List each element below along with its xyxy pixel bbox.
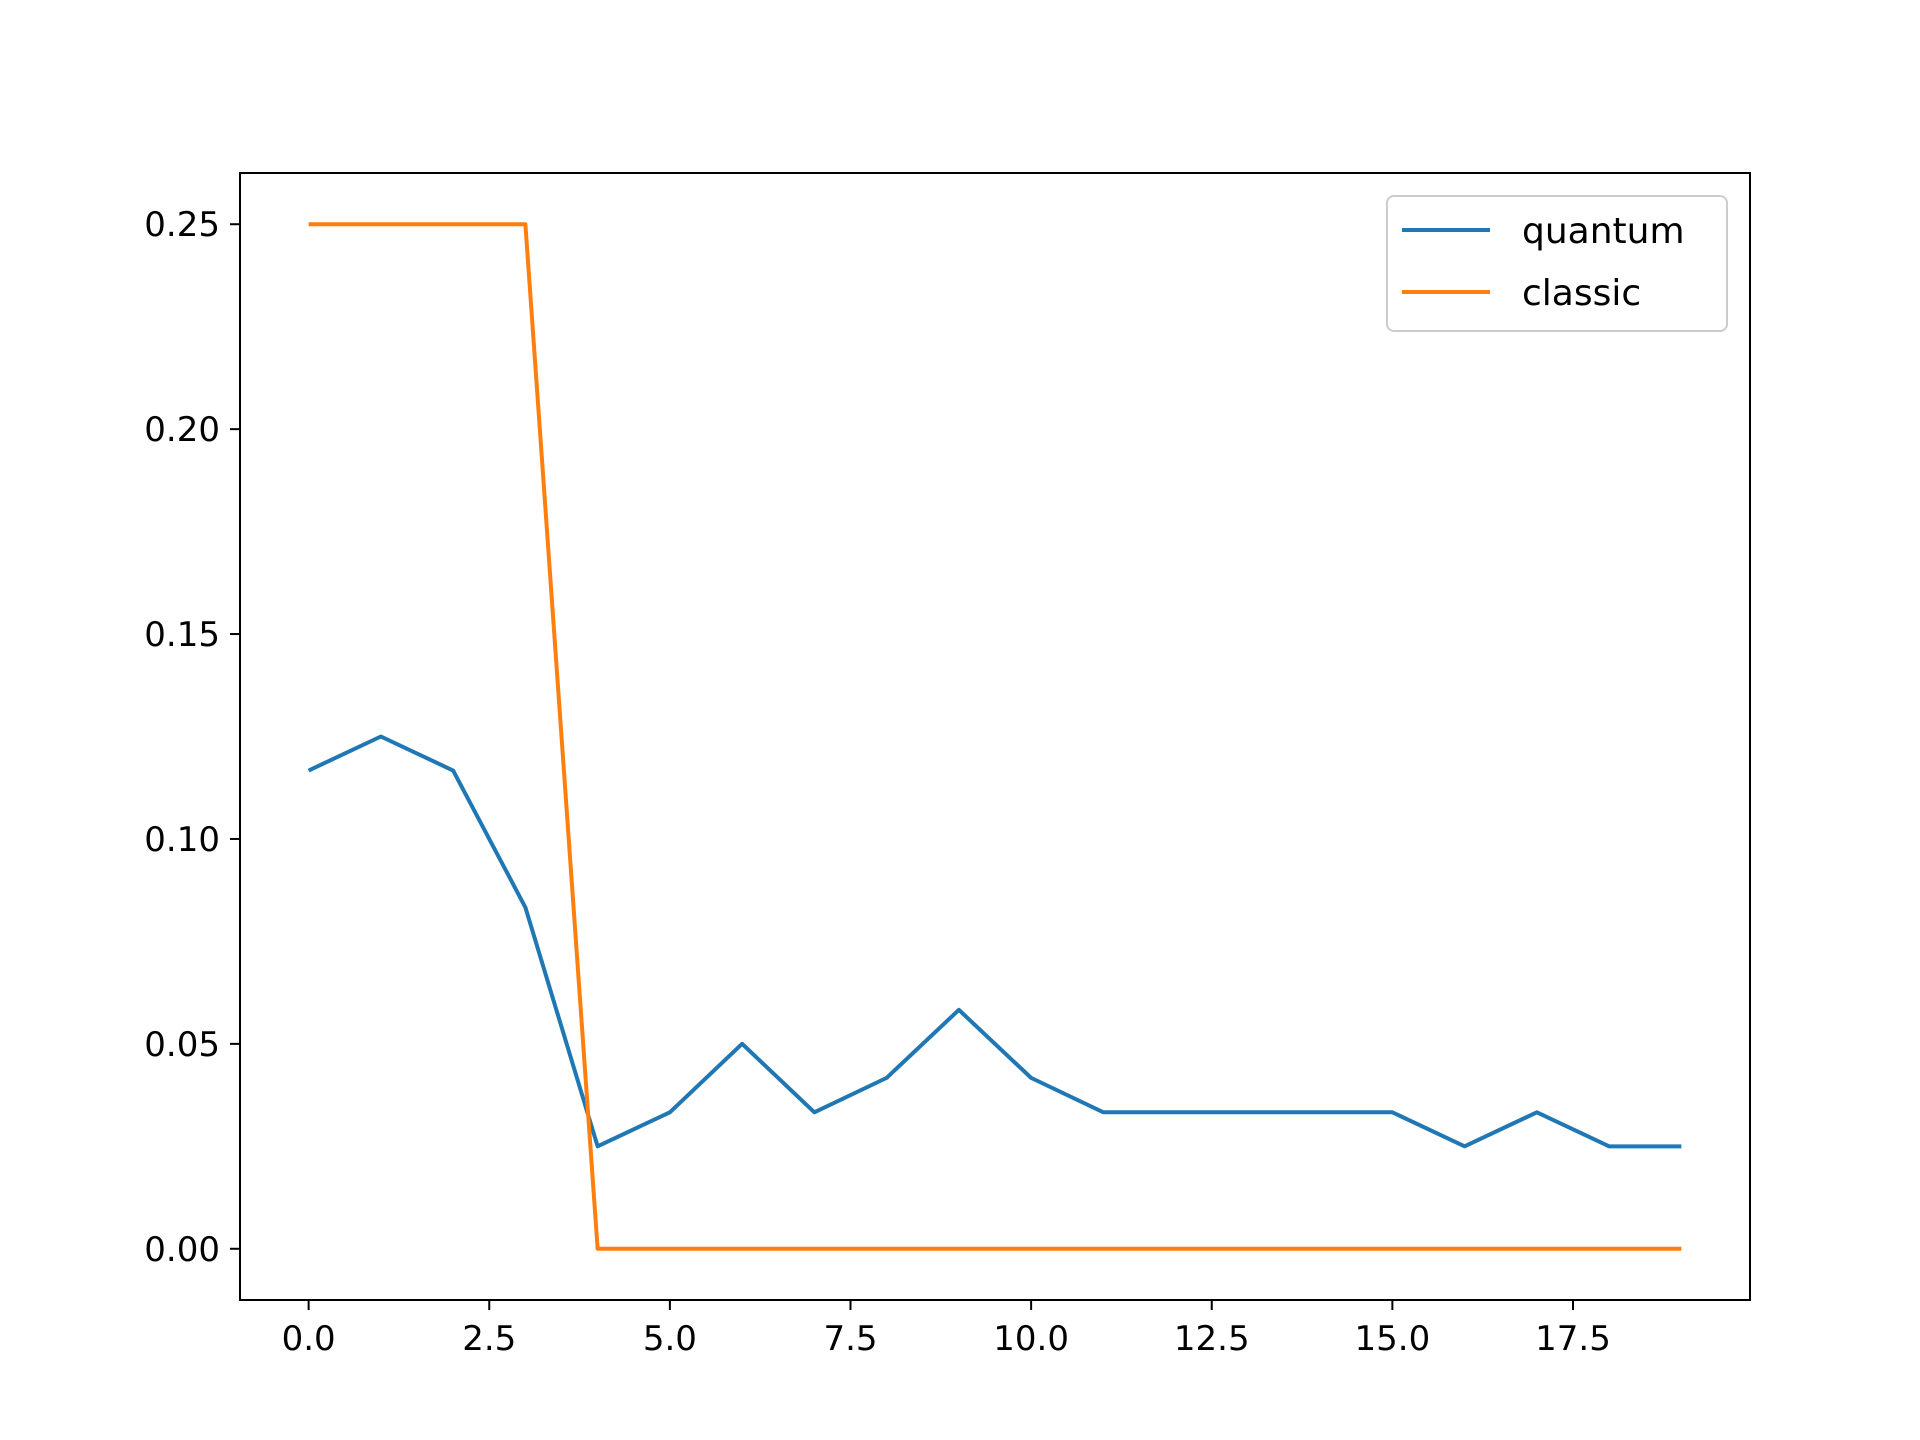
y-tick-label: 0.15 [144, 615, 220, 655]
y-tick-label: 0.05 [144, 1025, 220, 1065]
legend-label-quantum: quantum [1522, 211, 1685, 252]
x-tick-label: 7.5 [823, 1319, 877, 1359]
series-line-quantum [307, 734, 1682, 1149]
x-tick-label: 5.0 [643, 1319, 697, 1359]
x-tick-label: 17.5 [1535, 1319, 1611, 1359]
y-tick-label: 0.20 [144, 410, 220, 450]
x-tick-label: 0.0 [282, 1319, 336, 1359]
y-tick-label: 0.00 [144, 1230, 220, 1270]
x-tick-label: 15.0 [1355, 1319, 1431, 1359]
series-line-classic [308, 222, 1682, 1251]
y-tick-label: 0.10 [144, 820, 220, 860]
y-axis: 0.00 0.05 0.10 0.15 0.20 0.25 [144, 205, 240, 1270]
x-tick-label: 12.5 [1174, 1319, 1250, 1359]
legend-label-classic: classic [1522, 273, 1641, 314]
series-layer [307, 222, 1682, 1251]
plot-frame [239, 172, 1751, 1301]
x-axis: 0.0 2.5 5.0 7.5 10.0 12.5 15.0 17.5 [282, 1300, 1611, 1359]
x-tick-label: 2.5 [462, 1319, 516, 1359]
y-tick-label: 0.25 [144, 205, 220, 245]
legend: quantum classic [1386, 195, 1728, 332]
x-tick-label: 10.0 [993, 1319, 1069, 1359]
